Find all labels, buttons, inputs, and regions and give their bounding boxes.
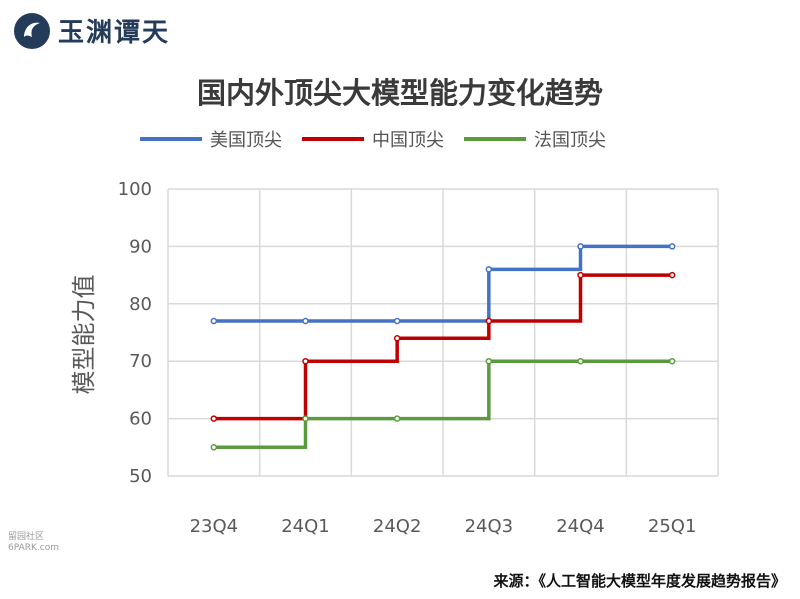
brand-name: 玉渊谭天: [58, 18, 171, 48]
data-point: [210, 317, 218, 325]
y-tick-label: 80: [129, 294, 152, 315]
chart-legend: 美国顶尖 中国顶尖 法国顶尖: [140, 126, 680, 152]
legend-label: 中国顶尖: [372, 130, 444, 151]
data-point: [577, 271, 584, 279]
y-tick-label: 90: [129, 236, 152, 257]
brand-logo: 玉渊谭天: [14, 12, 170, 49]
data-point: [485, 266, 493, 273]
y-tick-label: 100: [118, 179, 152, 200]
legend-item: 法国顶尖: [464, 126, 606, 152]
data-point: [485, 357, 493, 365]
legend-label: 美国顶尖: [210, 130, 282, 151]
data-point: [668, 357, 676, 365]
legend-item: 中国顶尖: [302, 126, 444, 152]
watermark-line2: 6PARK.com: [8, 543, 59, 553]
data-point: [302, 415, 309, 422]
series-line-0: [213, 244, 673, 323]
series-line-1: [213, 273, 673, 421]
data-point: [668, 271, 676, 279]
data-point: [210, 444, 218, 451]
y-axis-label: 模型能力值: [70, 275, 98, 395]
watermark: 留园社区 6PARK.com: [8, 532, 59, 554]
data-point: [485, 317, 493, 325]
x-tick-label: 24Q3: [465, 516, 514, 537]
watermark-line1: 留园社区: [8, 532, 45, 542]
y-tick-label: 70: [129, 351, 152, 372]
data-point: [577, 243, 584, 250]
legend-swatch: [302, 137, 364, 141]
series-line-2: [213, 359, 673, 450]
data-point: [302, 357, 309, 365]
y-tick-label: 50: [129, 466, 152, 487]
x-tick-label: 25Q1: [648, 516, 697, 537]
data-point: [393, 317, 401, 325]
data-point: [393, 334, 401, 342]
data-point: [668, 243, 676, 250]
y-tick-label: 60: [129, 409, 152, 430]
legend-item: 美国顶尖: [140, 126, 282, 152]
x-tick-label: 24Q1: [281, 516, 330, 537]
chart-title: 国内外顶尖大模型能力变化趋势: [196, 76, 603, 110]
source-note: 来源：《人工智能大模型年度发展趋势报告》: [493, 572, 786, 590]
data-point: [210, 415, 218, 422]
x-tick-label: 24Q2: [373, 516, 422, 537]
data-point: [393, 415, 401, 422]
data-point: [302, 317, 309, 325]
brand-emblem-icon: [14, 12, 50, 49]
x-tick-label: 23Q4: [190, 516, 239, 537]
legend-swatch: [140, 137, 202, 141]
legend-label: 法国顶尖: [534, 130, 606, 151]
data-point: [577, 357, 584, 365]
legend-swatch: [464, 137, 526, 141]
x-tick-label: 24Q4: [556, 516, 605, 537]
